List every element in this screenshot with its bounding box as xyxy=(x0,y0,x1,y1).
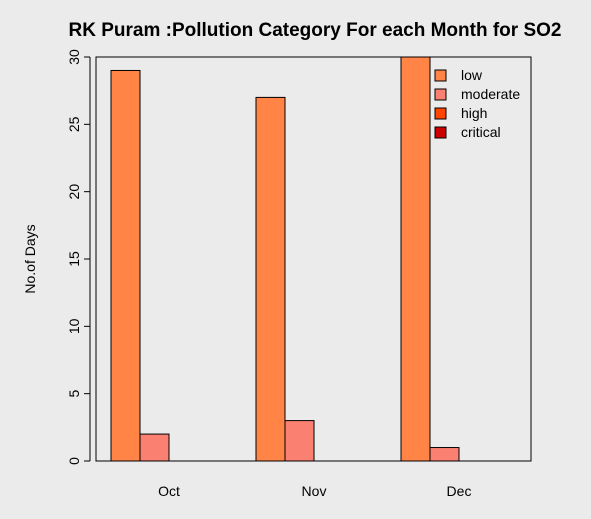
y-tick-label-0: 0 xyxy=(66,457,82,465)
y-tick-label-5: 5 xyxy=(66,390,82,398)
chart-title: RK Puram :Pollution Category For each Mo… xyxy=(69,20,562,41)
legend-swatch-moderate xyxy=(434,88,447,101)
bar-moderate-dec xyxy=(429,447,460,462)
legend-swatch-low xyxy=(434,69,447,82)
bar-low-oct xyxy=(110,69,141,462)
x-tick-label-nov: Nov xyxy=(302,483,327,499)
y-tick-label-10: 10 xyxy=(66,318,82,334)
legend-label-critical: critical xyxy=(461,124,501,140)
legend-label-high: high xyxy=(461,105,487,121)
x-tick-label-oct: Oct xyxy=(158,483,180,499)
bar-moderate-oct xyxy=(139,433,170,462)
bar-low-nov xyxy=(255,96,286,462)
y-axis: 0 5 10 15 20 25 30 xyxy=(66,49,91,465)
legend-swatch-high xyxy=(434,107,447,120)
legend-swatch-critical xyxy=(434,126,447,139)
y-tick-label-20: 20 xyxy=(66,184,82,200)
legend: low moderate high critical xyxy=(434,67,520,140)
y-tick-label-15: 15 xyxy=(66,251,82,267)
x-tick-label-dec: Dec xyxy=(447,483,472,499)
bar-moderate-nov xyxy=(284,420,315,462)
y-tick-label-25: 25 xyxy=(66,116,82,132)
y-tick-label-30: 30 xyxy=(66,49,82,65)
x-axis: Oct Nov Dec xyxy=(158,483,471,499)
legend-label-moderate: moderate xyxy=(461,86,520,102)
legend-label-low: low xyxy=(461,67,483,83)
bar-low-dec xyxy=(400,56,431,462)
plot-area xyxy=(95,56,532,462)
y-axis-label: No.of Days xyxy=(22,224,38,293)
